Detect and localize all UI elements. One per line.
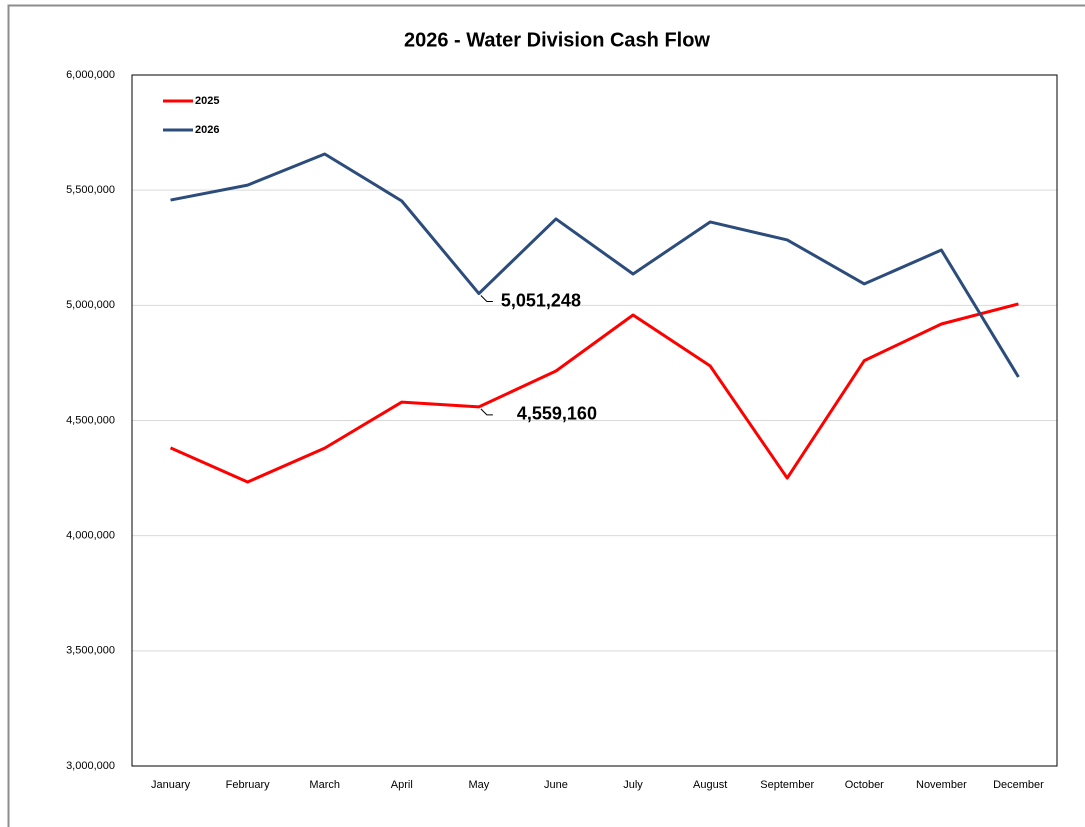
- y-tick-label: 6,000,000: [66, 69, 115, 81]
- x-tick-label: December: [993, 779, 1044, 791]
- leader-line: [480, 408, 493, 416]
- x-tick-label: September: [760, 779, 814, 791]
- series-line: [169, 302, 1019, 484]
- chart-frame: [7, 4, 1085, 827]
- y-tick-label: 3,000,000: [66, 760, 115, 772]
- series-line: [170, 152, 1020, 378]
- leader-line: [480, 295, 493, 303]
- x-tick-label: June: [544, 779, 568, 791]
- chart-title: 2026 - Water Division Cash Flow: [404, 29, 710, 51]
- y-tick-label: 4,000,000: [66, 530, 115, 542]
- x-tick-label: March: [309, 779, 340, 791]
- legend-label: 2025: [195, 95, 219, 107]
- x-tick-label: January: [151, 779, 191, 791]
- x-tick-label: July: [623, 779, 643, 791]
- plot-area: [131, 74, 1058, 767]
- legend-label: 2026: [195, 124, 219, 136]
- y-tick-label: 3,500,000: [66, 645, 115, 657]
- x-tick-label: May: [468, 779, 489, 791]
- x-tick-label: October: [845, 779, 884, 791]
- y-tick-label: 5,500,000: [66, 184, 115, 196]
- x-tick-label: February: [226, 779, 271, 791]
- y-tick-label: 4,500,000: [66, 414, 115, 426]
- data-label: 5,051,248: [501, 290, 581, 310]
- x-tick-label: August: [693, 779, 727, 791]
- data-label: 4,559,160: [517, 404, 597, 424]
- y-tick-label: 5,000,000: [66, 299, 115, 311]
- x-tick-label: November: [916, 779, 967, 791]
- x-tick-label: April: [391, 779, 413, 791]
